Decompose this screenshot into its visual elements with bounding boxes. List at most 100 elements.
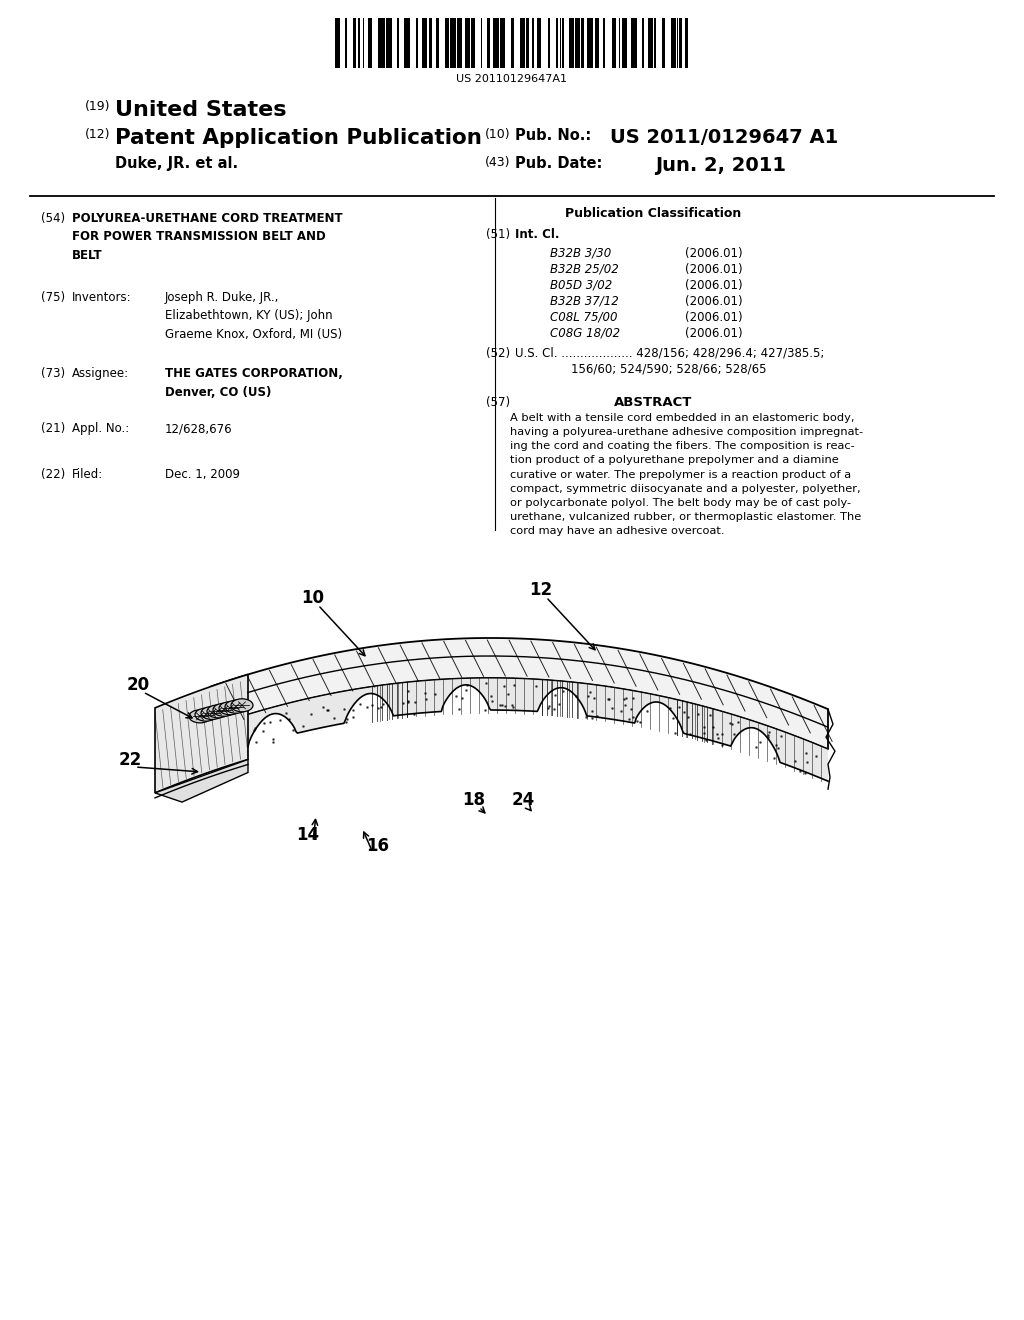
Text: Joseph R. Duke, JR.,
Elizabethtown, KY (US); John
Graeme Knox, Oxford, MI (US): Joseph R. Duke, JR., Elizabethtown, KY (…	[165, 290, 342, 341]
Text: A belt with a tensile cord embedded in an elastomeric body,
having a polyurea-ur: A belt with a tensile cord embedded in a…	[510, 413, 863, 536]
Bar	[642, 18, 644, 69]
Bar	[403, 18, 410, 69]
Text: Publication Classification: Publication Classification	[565, 207, 741, 220]
Bar	[663, 18, 665, 69]
Text: Appl. No.:: Appl. No.:	[72, 422, 129, 436]
Text: (2006.01): (2006.01)	[685, 294, 742, 308]
Bar	[685, 18, 687, 69]
Bar	[525, 18, 529, 69]
Bar	[631, 18, 637, 69]
Text: 22: 22	[119, 751, 141, 770]
Bar	[671, 18, 676, 69]
Text: (2006.01): (2006.01)	[685, 263, 742, 276]
Bar	[531, 18, 535, 69]
Ellipse shape	[225, 700, 247, 713]
Text: Duke, JR. et al.: Duke, JR. et al.	[115, 156, 239, 172]
Bar	[623, 18, 628, 69]
Bar	[559, 18, 561, 69]
Bar	[679, 18, 682, 69]
Text: Patent Application Publication: Patent Application Publication	[115, 128, 482, 148]
Ellipse shape	[207, 705, 229, 718]
Text: (12): (12)	[85, 128, 110, 141]
Bar	[501, 18, 505, 69]
Bar	[450, 18, 456, 69]
Ellipse shape	[195, 708, 217, 721]
Text: B05D 3/02: B05D 3/02	[550, 279, 612, 292]
Text: C08L 75/00: C08L 75/00	[550, 312, 617, 323]
Text: 18: 18	[463, 791, 485, 809]
Text: B32B 37/12: B32B 37/12	[550, 294, 618, 308]
Text: (52): (52)	[485, 347, 510, 360]
Bar	[481, 18, 482, 69]
Text: 16: 16	[367, 837, 389, 855]
Text: THE GATES CORPORATION,
Denver, CO (US): THE GATES CORPORATION, Denver, CO (US)	[165, 367, 343, 399]
Bar	[603, 18, 605, 69]
Bar	[511, 18, 514, 69]
Ellipse shape	[213, 704, 234, 717]
Text: 24: 24	[511, 791, 535, 809]
Bar	[368, 18, 373, 69]
Bar	[556, 18, 558, 69]
Bar	[611, 18, 616, 69]
Bar	[548, 18, 550, 69]
Text: U.S. Cl. ................... 428/156; 428/296.4; 427/385.5;: U.S. Cl. ................... 428/156; 42…	[515, 347, 824, 360]
Bar	[436, 18, 439, 69]
Bar	[569, 18, 574, 69]
Bar	[575, 18, 581, 69]
Text: United States: United States	[115, 100, 287, 120]
Text: 14: 14	[296, 826, 319, 843]
Bar	[335, 18, 340, 69]
Text: Jun. 2, 2011: Jun. 2, 2011	[655, 156, 786, 176]
Text: (57): (57)	[485, 396, 510, 409]
Text: 10: 10	[301, 589, 325, 607]
Text: (2006.01): (2006.01)	[685, 312, 742, 323]
Bar	[487, 18, 489, 69]
Text: (43): (43)	[484, 156, 510, 169]
Text: Dec. 1, 2009: Dec. 1, 2009	[165, 469, 240, 480]
Bar	[588, 18, 593, 69]
Polygon shape	[210, 638, 828, 750]
Text: (19): (19)	[85, 100, 110, 114]
Bar	[494, 18, 500, 69]
Bar	[618, 18, 620, 69]
Ellipse shape	[201, 706, 223, 719]
Text: Assignee:: Assignee:	[72, 367, 129, 380]
Text: C08G 18/02: C08G 18/02	[550, 327, 621, 341]
Text: (73): (73)	[41, 367, 65, 380]
Bar	[562, 18, 564, 69]
Text: Pub. No.:: Pub. No.:	[515, 128, 591, 143]
Bar	[444, 18, 449, 69]
Bar	[416, 18, 419, 69]
Text: ABSTRACT: ABSTRACT	[613, 396, 692, 409]
Text: (2006.01): (2006.01)	[685, 279, 742, 292]
Text: 156/60; 524/590; 528/66; 528/65: 156/60; 524/590; 528/66; 528/65	[571, 362, 767, 375]
Text: Inventors:: Inventors:	[72, 290, 132, 304]
Bar	[677, 18, 678, 69]
Bar	[429, 18, 431, 69]
Ellipse shape	[219, 702, 241, 714]
Text: B32B 25/02: B32B 25/02	[550, 263, 618, 276]
Ellipse shape	[189, 710, 211, 723]
Bar	[362, 18, 364, 69]
Text: (2006.01): (2006.01)	[685, 327, 742, 341]
Bar	[457, 18, 462, 69]
Polygon shape	[248, 678, 828, 781]
Text: (22): (22)	[41, 469, 65, 480]
Polygon shape	[155, 675, 248, 793]
Bar	[648, 18, 652, 69]
Text: (75): (75)	[41, 290, 65, 304]
Bar	[471, 18, 475, 69]
Text: Int. Cl.: Int. Cl.	[515, 228, 559, 242]
Bar	[537, 18, 542, 69]
Bar	[345, 18, 347, 69]
Text: US 2011/0129647 A1: US 2011/0129647 A1	[610, 128, 839, 147]
Text: 20: 20	[126, 676, 150, 694]
Text: B32B 3/30: B32B 3/30	[550, 247, 611, 260]
Text: (51): (51)	[485, 228, 510, 242]
Bar	[582, 18, 584, 69]
Bar	[379, 18, 384, 69]
Bar	[386, 18, 392, 69]
Text: (10): (10)	[484, 128, 510, 141]
Bar	[595, 18, 599, 69]
Bar	[653, 18, 656, 69]
